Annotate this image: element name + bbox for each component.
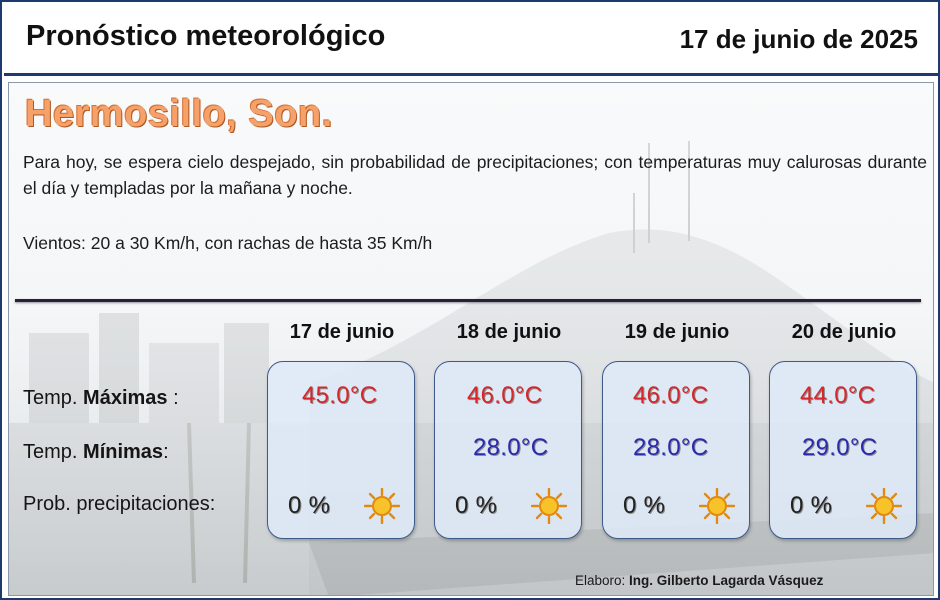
city-name: Hermosillo, Son. bbox=[25, 93, 333, 135]
day-card: 45.0°C 0 % bbox=[267, 361, 415, 539]
precip-value: 0 % bbox=[455, 492, 498, 519]
day-header: 20 de junio bbox=[791, 321, 897, 343]
day-card: 46.0°C 28.0°C 0 % bbox=[434, 361, 582, 539]
min-label-bold: Mínimas bbox=[83, 441, 164, 463]
forecast-description: Para hoy, se espera cielo despejado, sin… bbox=[23, 152, 927, 198]
min-temp-value: 28.0°C bbox=[633, 434, 709, 461]
sun-icon bbox=[531, 488, 567, 524]
max-label-suffix: : bbox=[167, 387, 179, 409]
credit-line: Elaboro: Ing. Gilberto Lagarda Vásquez bbox=[575, 573, 823, 588]
max-temp-value: 46.0°C bbox=[633, 382, 709, 409]
sun-icon bbox=[699, 488, 735, 524]
day-header: 18 de junio bbox=[456, 321, 562, 343]
day-card: 46.0°C 28.0°C 0 % bbox=[602, 361, 750, 539]
precip-value: 0 % bbox=[288, 492, 331, 519]
header-bar: Pronóstico meteorológico 17 de junio de … bbox=[4, 4, 938, 76]
min-temp-value: 28.0°C bbox=[473, 434, 549, 461]
day-header: 19 de junio bbox=[624, 321, 730, 343]
sun-icon bbox=[364, 488, 400, 524]
min-temp-label: Temp. Mínimas: bbox=[23, 441, 169, 464]
max-temp-value: 46.0°C bbox=[467, 382, 543, 409]
max-temp-value: 45.0°C bbox=[302, 382, 378, 409]
precip-value: 0 % bbox=[790, 492, 833, 519]
winds-text: Vientos: 20 a 30 Km/h, con rachas de has… bbox=[23, 233, 433, 253]
max-label-bold: Máximas bbox=[83, 387, 168, 409]
day-card: 44.0°C 29.0°C 0 % bbox=[769, 361, 917, 539]
page-title: Pronóstico meteorológico bbox=[26, 20, 386, 52]
sun-icon bbox=[866, 488, 902, 524]
day-header: 17 de junio bbox=[289, 321, 395, 343]
min-label-suffix: : bbox=[163, 441, 169, 463]
min-label-prefix: Temp. bbox=[23, 441, 84, 463]
precip-label: Prob. precipitaciones: bbox=[23, 493, 216, 515]
credit-name: Ing. Gilberto Lagarda Vásquez bbox=[629, 573, 824, 588]
credit-label: Elaboro: bbox=[575, 573, 630, 588]
max-label-prefix: Temp. bbox=[23, 387, 84, 409]
max-temp-value: 44.0°C bbox=[800, 382, 876, 409]
header-date: 17 de junio de 2025 bbox=[679, 24, 918, 54]
section-divider bbox=[15, 299, 921, 302]
max-temp-label: Temp. Máximas : bbox=[23, 387, 179, 410]
content-area: Hermosillo, Son. Para hoy, se espera cie… bbox=[8, 82, 934, 596]
precip-value: 0 % bbox=[623, 492, 666, 519]
min-temp-value: 29.0°C bbox=[802, 434, 878, 461]
